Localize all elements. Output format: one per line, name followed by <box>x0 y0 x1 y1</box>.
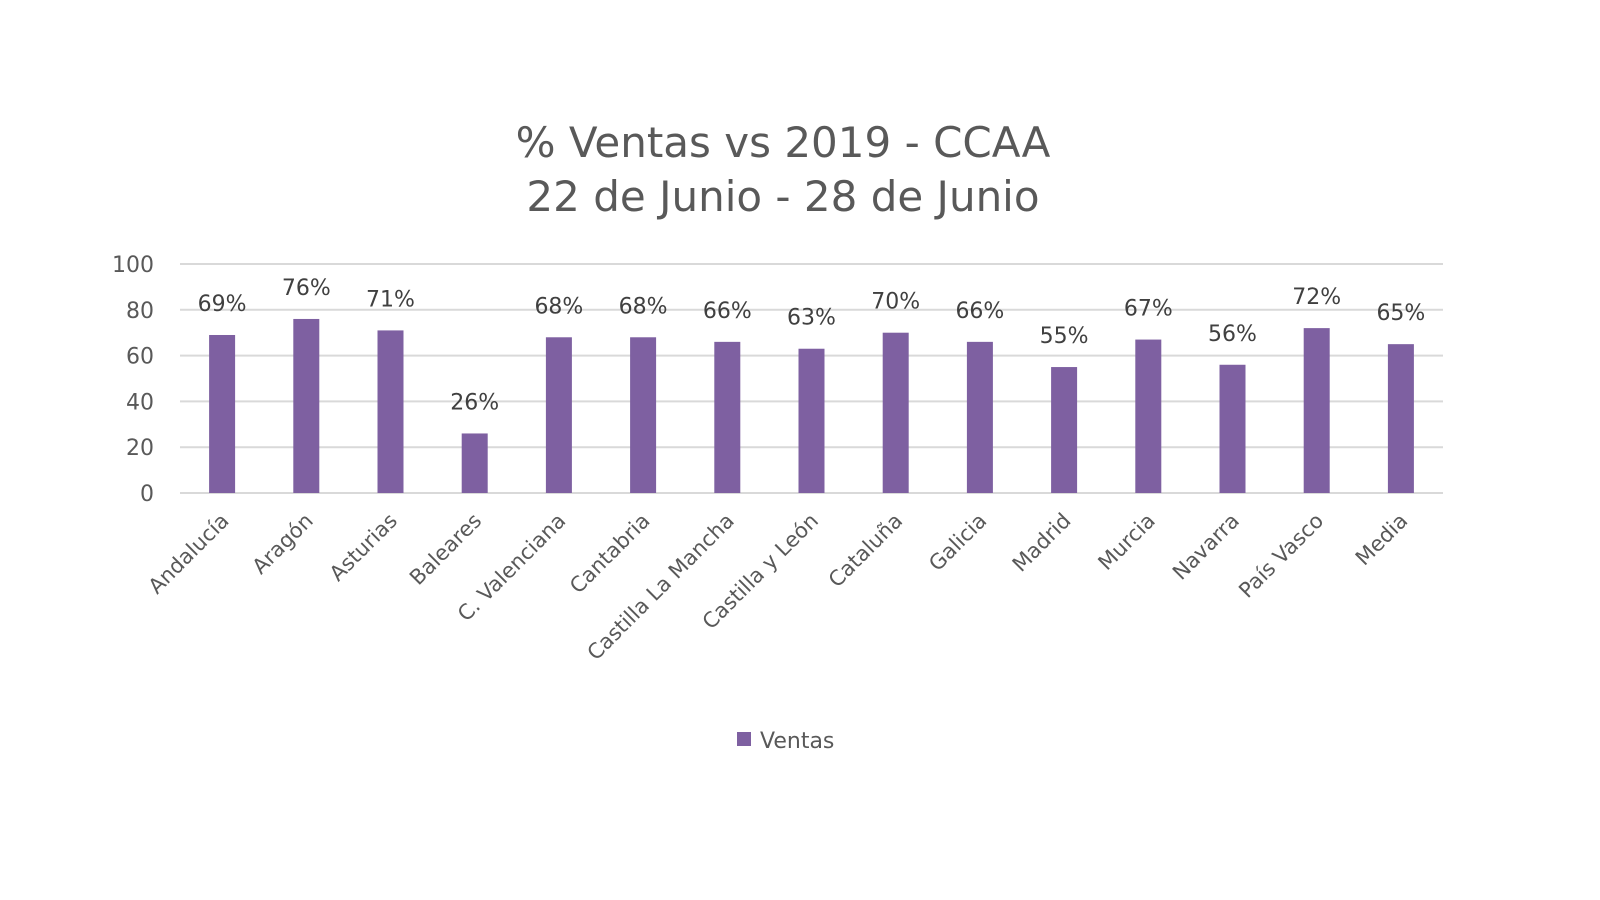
legend-label-ventas: Ventas <box>760 729 834 754</box>
data-label: 65% <box>1376 301 1425 326</box>
legend: Ventas <box>737 729 834 754</box>
y-tick-label: 100 <box>112 253 154 278</box>
bar-1 <box>293 318 320 493</box>
data-label: 69% <box>198 292 247 317</box>
y-tick-label: 60 <box>126 345 154 370</box>
data-label: 72% <box>1292 285 1341 310</box>
x-tick-label: Aragón <box>248 509 318 579</box>
legend-swatch-ventas <box>737 732 751 746</box>
x-tick-label: País Vasco <box>1234 509 1328 603</box>
x-tick-label: Castilla La Mancha <box>583 509 739 665</box>
y-tick-label: 0 <box>140 482 154 507</box>
bars <box>209 318 1414 493</box>
data-label: 63% <box>787 306 836 331</box>
x-tick-label: Murcia <box>1093 509 1159 575</box>
bar-0 <box>209 334 236 493</box>
bar-8 <box>882 332 909 493</box>
x-tick-label: Cantabria <box>565 509 655 599</box>
data-label: 70% <box>871 290 920 315</box>
x-tick-label: Navarra <box>1168 509 1244 585</box>
data-label: 68% <box>534 294 583 319</box>
bar-2 <box>377 330 404 493</box>
bar-5 <box>630 337 657 493</box>
chart-title-line1: % Ventas vs 2019 - CCAA <box>515 118 1051 167</box>
x-tick-label: Andalucía <box>144 509 234 599</box>
bar-14 <box>1387 344 1414 493</box>
data-label: 68% <box>619 294 668 319</box>
x-tick-label: Galicia <box>924 509 991 576</box>
bar-13 <box>1303 328 1330 493</box>
data-label: 56% <box>1208 322 1257 347</box>
x-tick-label: Baleares <box>405 509 486 590</box>
bar-6 <box>714 341 741 493</box>
bar-12 <box>1219 364 1246 493</box>
bar-3 <box>461 433 488 493</box>
chart-subtitle: 22 de Junio - 28 de Junio <box>526 172 1040 221</box>
data-label: 76% <box>282 276 331 301</box>
y-tick-label: 20 <box>126 436 154 461</box>
y-tick-label: 80 <box>126 299 154 324</box>
data-label: 55% <box>1040 324 1089 349</box>
data-label: 71% <box>366 287 415 312</box>
bar-9 <box>966 341 993 493</box>
y-axis: 0 20 40 60 80 100 <box>112 253 154 507</box>
data-label: 26% <box>450 390 499 415</box>
data-label: 66% <box>703 299 752 324</box>
x-tick-label: Cataluña <box>824 509 907 592</box>
data-label: 66% <box>955 299 1004 324</box>
data-label: 67% <box>1124 297 1173 322</box>
bar-4 <box>545 337 572 493</box>
x-tick-label: Asturias <box>325 509 402 586</box>
bar-10 <box>1051 367 1078 493</box>
data-labels: 69% 76% 71% 26% 68% 68% 66% 63% 70% 66% 55% 67% 56% 7… <box>198 276 1426 416</box>
chart-title: % Ventas vs 2019 - CCAA 22 de Junio - 28… <box>0 116 1566 224</box>
bar-7 <box>798 348 825 493</box>
bar-11 <box>1135 339 1162 493</box>
x-tick-label: Madrid <box>1008 509 1076 577</box>
y-tick-label: 40 <box>126 390 154 415</box>
x-tick-label: Media <box>1351 509 1413 571</box>
